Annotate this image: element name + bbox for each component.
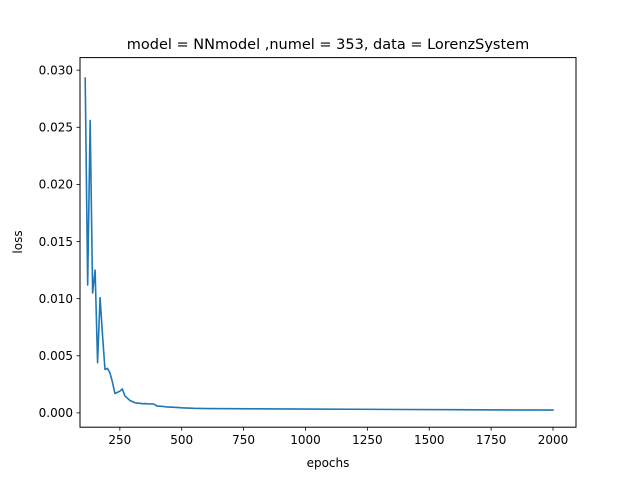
y-tick-label: 0.000: [39, 406, 73, 420]
x-tick-label: 1000: [290, 433, 321, 447]
x-tick-label: 1500: [414, 433, 445, 447]
x-axis-label: epochs: [307, 456, 350, 470]
y-tick-label: 0.010: [39, 292, 73, 306]
x-tick-label: 250: [108, 433, 131, 447]
x-axis-ticks: 250 500 750 1000 1250 1500 1750 2000: [108, 427, 568, 447]
x-tick-label: 1250: [352, 433, 383, 447]
series-layer: [84, 77, 554, 411]
y-tick-label: 0.015: [39, 235, 73, 249]
x-tick-label: 2000: [538, 433, 569, 447]
y-axis-ticks: 0.000 0.005 0.010 0.015 0.020 0.025 0.030: [39, 63, 80, 420]
x-tick-label: 500: [170, 433, 193, 447]
x-tick-label: 750: [232, 433, 255, 447]
plot-area: [79, 57, 577, 428]
y-tick-label: 0.030: [39, 63, 73, 77]
chart-title: model = NNmodel ,numel = 353, data = Lor…: [127, 37, 529, 53]
x-tick-label: 1750: [476, 433, 507, 447]
loss-series-line: [84, 77, 554, 411]
y-axis-label: loss: [11, 230, 25, 253]
y-tick-label: 0.020: [39, 178, 73, 192]
y-tick-label: 0.005: [39, 349, 73, 363]
y-tick-label: 0.025: [39, 121, 73, 135]
axes-frame: [79, 57, 577, 428]
